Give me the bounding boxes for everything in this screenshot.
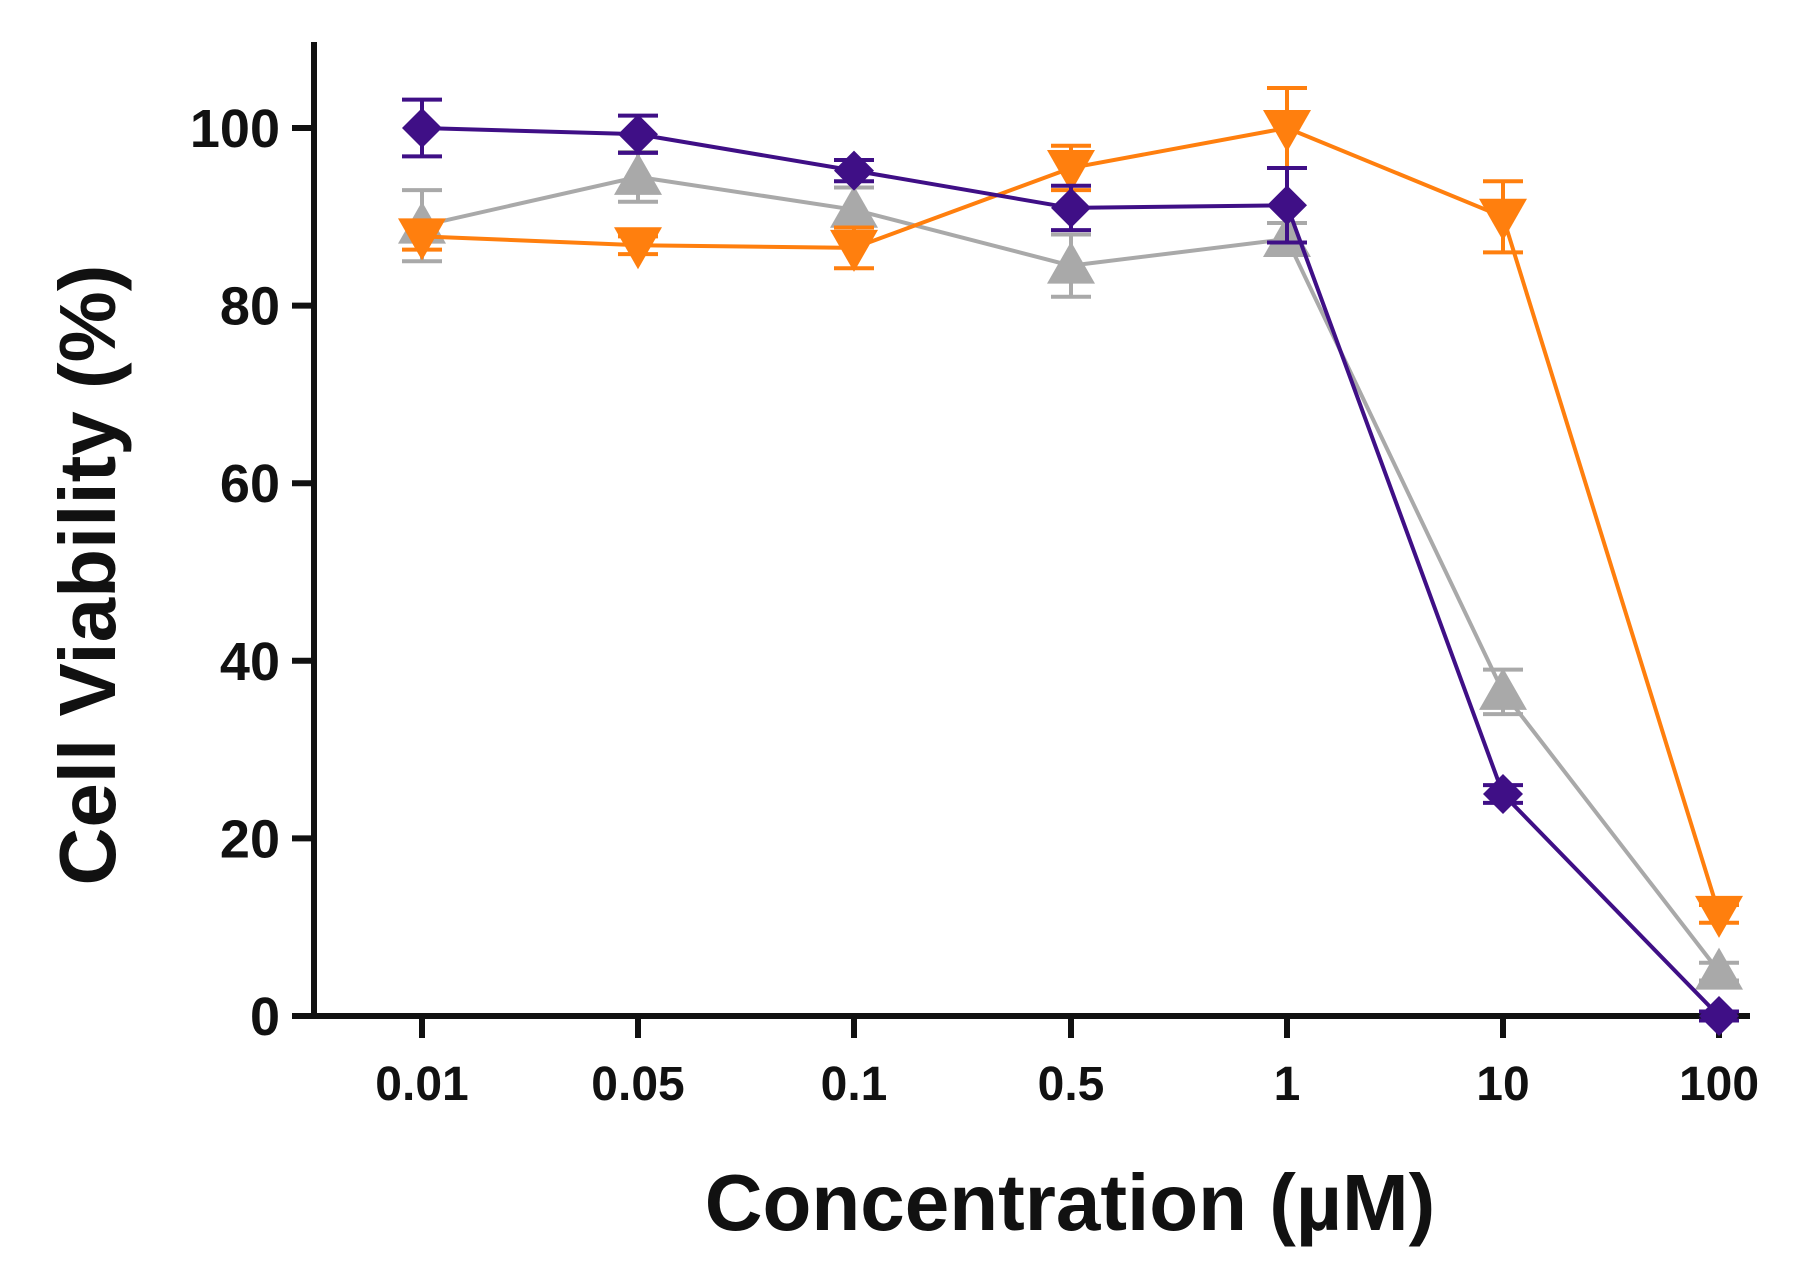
y-tick-label: 100 — [190, 99, 280, 159]
data-point — [830, 185, 878, 228]
axes — [292, 42, 1750, 1038]
y-tick-label: 40 — [220, 632, 280, 692]
series-gray — [398, 149, 1743, 990]
y-tick-label: 20 — [220, 809, 280, 869]
x-tick-label: 1 — [1274, 1058, 1301, 1111]
series-purple — [402, 97, 1739, 1036]
data-point — [1047, 241, 1095, 284]
x-tick-label: 0.01 — [375, 1058, 468, 1111]
series-layer — [398, 86, 1743, 1036]
data-point — [1695, 895, 1743, 938]
data-point — [830, 229, 878, 272]
x-tick-label: 10 — [1476, 1058, 1529, 1111]
y-tick-label: 80 — [220, 277, 280, 337]
data-point — [402, 108, 442, 148]
tick-labels: 0 20 40 60 80 100 0.01 0.05 0.1 0.5 1 10 100 — [190, 99, 1759, 1111]
x-tick-label: 0.5 — [1038, 1058, 1105, 1111]
data-point — [1267, 185, 1307, 226]
x-tick-label: 100 — [1679, 1058, 1759, 1111]
data-point — [1263, 110, 1311, 152]
data-point — [1695, 947, 1743, 990]
data-point — [1479, 198, 1527, 241]
data-point — [614, 227, 662, 270]
data-point — [1483, 774, 1523, 814]
series-orange — [398, 86, 1743, 938]
x-axis-title: Concentration (µM) — [705, 1158, 1435, 1247]
data-point — [614, 152, 662, 195]
y-tick-label: 60 — [220, 454, 280, 514]
data-point — [834, 150, 874, 191]
x-tick-label: 0.1 — [821, 1058, 888, 1111]
data-point — [398, 218, 446, 261]
data-point — [1047, 149, 1095, 192]
data-point — [1479, 667, 1527, 710]
y-axis-title: Cell Viability (%) — [43, 265, 132, 886]
x-tick-label: 0.05 — [591, 1058, 684, 1111]
data-point — [618, 114, 658, 155]
data-point — [1699, 996, 1739, 1036]
y-tick-label: 0 — [250, 987, 280, 1047]
data-point — [1051, 187, 1091, 228]
